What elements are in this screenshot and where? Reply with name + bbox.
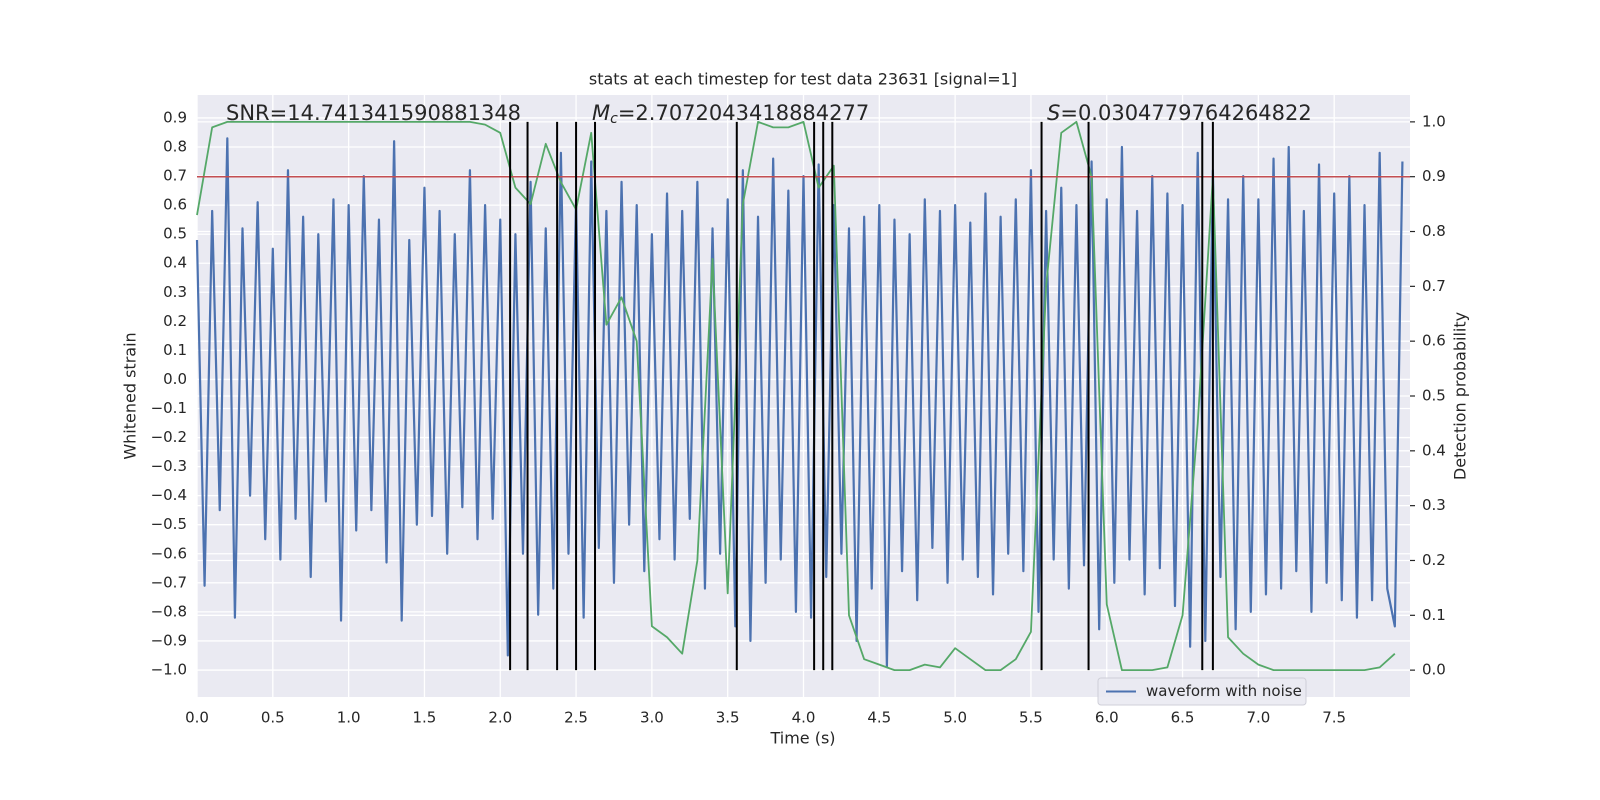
y-tick-label: 0.8	[163, 138, 187, 156]
y-tick-label: −0.9	[151, 631, 187, 649]
y2-tick-label: 0.5	[1422, 387, 1446, 405]
x-tick-label: 4.0	[792, 709, 816, 727]
y2-tick-label: 0.3	[1422, 496, 1446, 514]
y2-tick-label: 0.2	[1422, 551, 1446, 569]
y-tick-label: −0.3	[151, 457, 187, 475]
y-tick-label: −0.6	[151, 544, 187, 562]
y-tick-label: −0.1	[151, 399, 187, 417]
x-tick-label: 2.0	[488, 709, 512, 727]
y-tick-label: 0.1	[163, 341, 187, 359]
y-tick-label: 0.7	[163, 167, 187, 185]
annotation-symbol: S	[1047, 101, 1060, 125]
y-tick-label: 0.2	[163, 312, 187, 330]
x-tick-label: 1.0	[337, 709, 361, 727]
x-tick-label: 6.5	[1171, 709, 1195, 727]
x-tick-label: 5.5	[1019, 709, 1043, 727]
x-tick-label: 6.0	[1095, 709, 1119, 727]
y2-tick-label: 0.8	[1422, 222, 1446, 240]
annotation-symbol: M	[592, 101, 610, 125]
x-tick-label: 2.5	[564, 709, 588, 727]
y-tick-label: −0.8	[151, 602, 187, 620]
y-axis-label: Whitened strain	[121, 332, 140, 459]
series-line	[196, 120, 1396, 672]
y-tick-label: 0.3	[163, 283, 187, 301]
annotation: S=0.0304779764264822	[1047, 101, 1312, 125]
y-tick-label: 0.0	[163, 370, 187, 388]
x-tick-label: 3.5	[716, 709, 740, 727]
y2-tick-label: 1.0	[1422, 112, 1446, 130]
legend-label: waveform with noise	[1146, 682, 1302, 700]
annotation-text: =2.7072043418884277	[618, 101, 869, 125]
annotation-text: SNR=14.741341590881348	[226, 101, 521, 125]
y-tick-label: −0.2	[151, 428, 187, 446]
x-tick-label: 7.0	[1246, 709, 1270, 727]
x-tick-label: 3.0	[640, 709, 664, 727]
y-tick-label: −1.0	[151, 660, 187, 678]
y2-tick-label: 0.4	[1422, 441, 1446, 459]
y-tick-label: 0.5	[163, 225, 187, 243]
y-tick-label: −0.4	[151, 486, 187, 504]
y2-tick-label: 0.7	[1422, 277, 1446, 295]
x-tick-label: 0.5	[261, 709, 285, 727]
annotation-text: =0.0304779764264822	[1060, 101, 1311, 125]
y-tick-label: 0.6	[163, 196, 187, 214]
y2-tick-label: 0.1	[1422, 606, 1446, 624]
x-tick-label: 5.0	[943, 709, 967, 727]
y-tick-label: −0.7	[151, 573, 187, 591]
x-tick-label: 0.0	[185, 709, 209, 727]
y2-tick-label: 0.0	[1422, 661, 1446, 679]
y2-tick-label: 0.9	[1422, 167, 1446, 185]
x-tick-label: 4.5	[867, 709, 891, 727]
x-tick-label: 7.5	[1322, 709, 1346, 727]
annotation-subscript: c	[610, 111, 618, 127]
y-tick-label: −0.5	[151, 515, 187, 533]
x-axis-label: Time (s)	[769, 729, 835, 748]
y2-axis-label: Detection probability	[1451, 312, 1470, 480]
annotation: SNR=14.741341590881348	[226, 101, 521, 125]
chart-title: stats at each timestep for test data 236…	[589, 70, 1017, 89]
legend-box	[1097, 677, 1307, 706]
y-tick-label: 0.9	[163, 108, 187, 126]
y-tick-label: 0.4	[163, 254, 187, 272]
annotation: Mc=2.7072043418884277	[592, 101, 869, 127]
x-tick-label: 1.5	[413, 709, 437, 727]
y2-tick-label: 0.6	[1422, 332, 1446, 350]
